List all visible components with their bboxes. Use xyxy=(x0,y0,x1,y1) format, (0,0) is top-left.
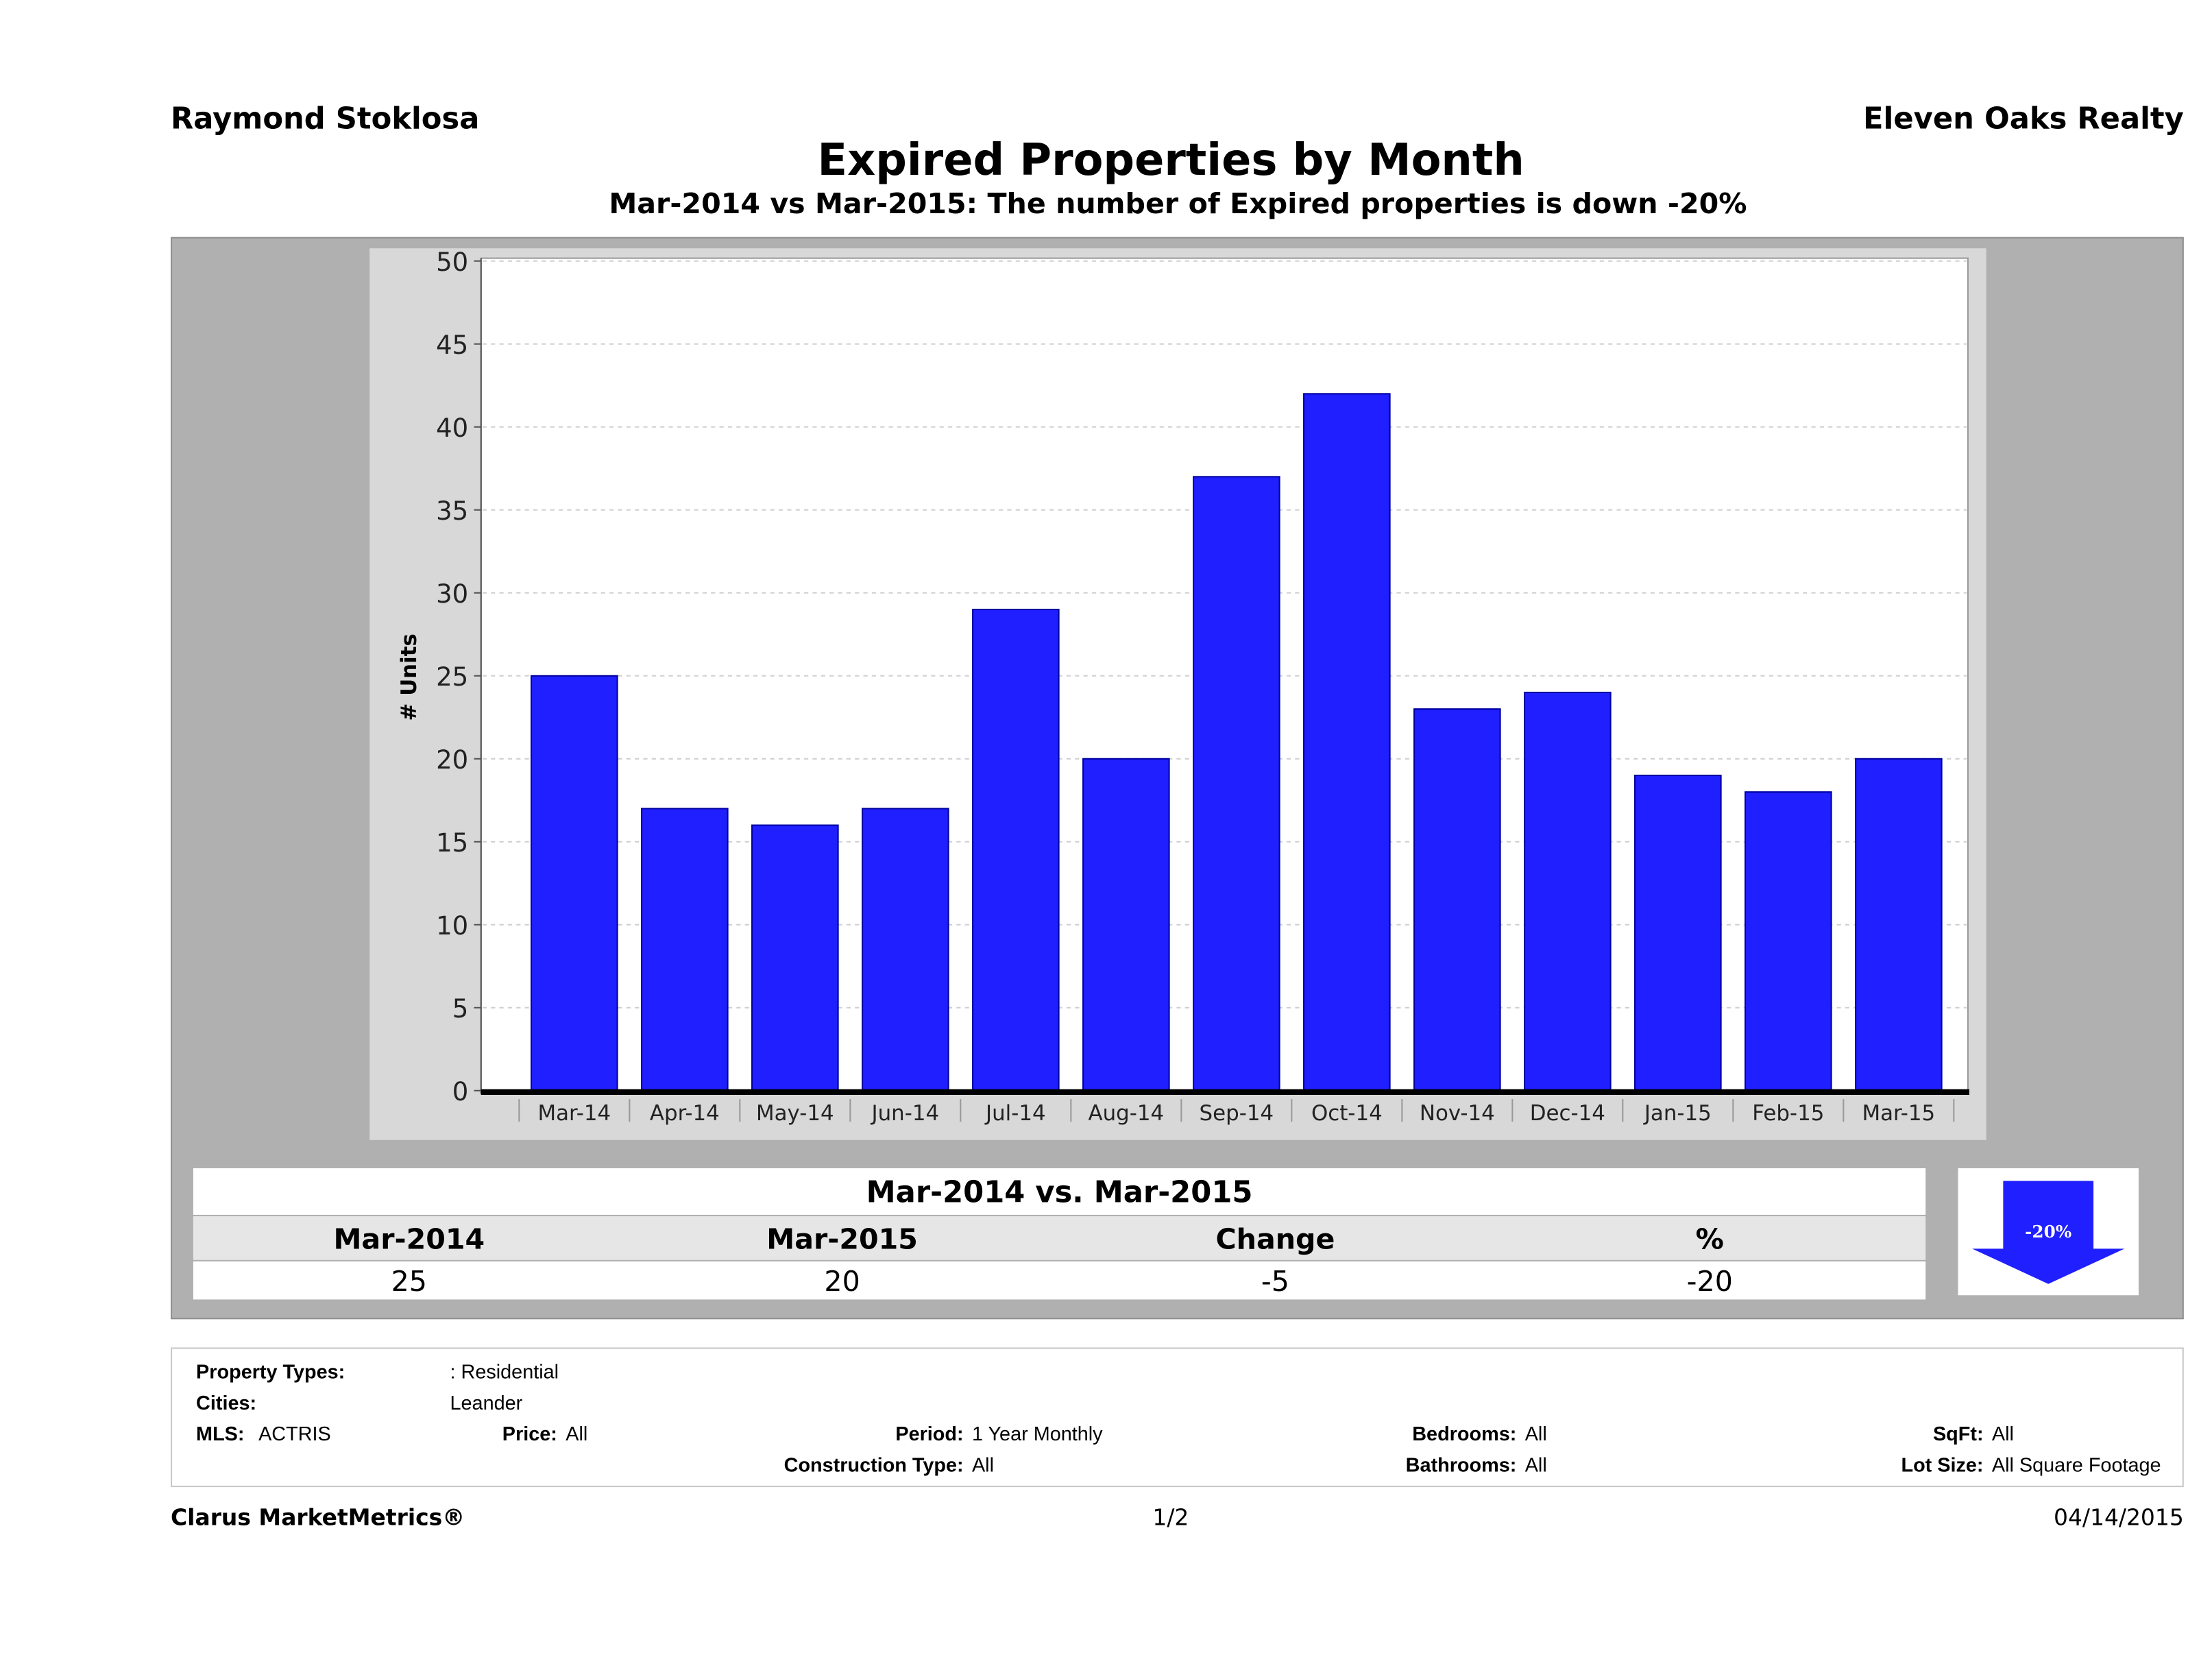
y-tick-label: 25 xyxy=(436,662,468,692)
x-tick-label: Jul-14 xyxy=(984,1101,1046,1126)
filter-construction-type: Construction Type: All xyxy=(724,1453,994,1476)
bar xyxy=(1303,393,1391,1091)
bar xyxy=(972,608,1060,1091)
filter-property-types: Property Types: : Residential xyxy=(196,1360,559,1383)
brand-name: Clarus MarketMetrics® xyxy=(171,1503,465,1531)
summary-header-row: Mar-2014 Mar-2015 Change % xyxy=(193,1216,1926,1260)
filter-label: Period: xyxy=(895,1422,964,1445)
bar xyxy=(641,808,729,1091)
filter-value: All xyxy=(566,1422,588,1445)
filter-value: Leander xyxy=(450,1391,523,1414)
y-tick-label: 45 xyxy=(436,330,468,360)
bar xyxy=(1855,758,1943,1091)
y-tick-label: 20 xyxy=(436,745,468,775)
filter-label: MLS: xyxy=(196,1422,245,1445)
filter-cities: Cities: Leander xyxy=(196,1391,522,1414)
bar xyxy=(1193,476,1280,1091)
y-tick-label: 5 xyxy=(452,994,469,1024)
x-tick-label: Nov-14 xyxy=(1420,1101,1495,1126)
x-tick-label: Jun-14 xyxy=(871,1101,940,1126)
x-tick-label: Apr-14 xyxy=(650,1101,720,1126)
y-axis-label: # Units xyxy=(397,633,422,721)
filter-value: All xyxy=(1524,1453,1547,1476)
filter-label: Cities: xyxy=(196,1391,257,1414)
down-arrow-icon xyxy=(1972,1181,2125,1284)
bar xyxy=(1745,791,1832,1091)
x-tick-label: Oct-14 xyxy=(1311,1101,1383,1126)
filter-value: 1 Year Monthly xyxy=(971,1422,1103,1445)
report-date: 04/14/2015 xyxy=(2053,1503,2184,1531)
summary-header: Mar-2015 xyxy=(766,1222,918,1256)
filter-value: All xyxy=(1991,1422,2014,1445)
bar xyxy=(1082,758,1170,1091)
filter-label: Lot Size: xyxy=(1901,1453,1984,1476)
y-tick-label: 30 xyxy=(436,579,468,609)
bar xyxy=(1524,691,1612,1091)
y-tick-label: 10 xyxy=(436,911,468,941)
x-tick-label: Mar-14 xyxy=(538,1101,611,1126)
summary-header: Mar-2014 xyxy=(333,1222,485,1256)
y-tick-label: 35 xyxy=(436,496,468,526)
filter-label: Property Types: xyxy=(196,1360,345,1383)
filter-price: Price: All xyxy=(317,1422,587,1445)
filter-criteria: Property Types: : Residential Cities: Le… xyxy=(171,1347,2184,1488)
chart-title: Expired Properties by Month xyxy=(817,135,1524,186)
x-tick-label: Mar-15 xyxy=(1862,1101,1936,1126)
bar xyxy=(1413,708,1501,1091)
chart-subtitle: Mar-2014 vs Mar-2015: The number of Expi… xyxy=(609,186,1747,221)
filter-label: Price: xyxy=(502,1422,557,1445)
bar xyxy=(751,824,839,1091)
summary-value: 20 xyxy=(824,1264,860,1298)
summary-title-row: Mar-2014 vs. Mar-2015 xyxy=(193,1168,1926,1215)
filter-sqft: SqFt: All xyxy=(1744,1422,2014,1445)
x-tick-label: Jan-15 xyxy=(1643,1101,1712,1126)
filter-label: Bathrooms: xyxy=(1405,1453,1517,1476)
company-name: Eleven Oaks Realty xyxy=(1863,101,2184,136)
x-tick-label: Sep-14 xyxy=(1200,1101,1274,1126)
filter-value: All xyxy=(971,1453,994,1476)
filter-label: SqFt: xyxy=(1932,1422,1984,1445)
summary-header: % xyxy=(1695,1222,1724,1256)
filter-value: All Square Footage xyxy=(1991,1453,2161,1476)
page-number: 1/2 xyxy=(1152,1503,1189,1531)
filter-label: Construction Type: xyxy=(783,1453,964,1476)
bar xyxy=(1634,774,1722,1091)
filter-value: ACTRIS xyxy=(258,1422,331,1445)
y-tick-label: 0 xyxy=(452,1077,469,1107)
filter-value: All xyxy=(1524,1422,1547,1445)
summary-value: 25 xyxy=(391,1264,427,1298)
change-percent-label: -20% xyxy=(2025,1222,2072,1242)
y-tick-label: 50 xyxy=(436,247,468,277)
filter-mls: MLS: ACTRIS xyxy=(196,1422,331,1445)
bar-chart: 0 5 10 15 20 25 30 35 40 45 50 Mar-14 Apr-14 May-14 Ju… xyxy=(397,247,1969,1126)
filter-bathrooms: Bathrooms: All xyxy=(1276,1453,1547,1476)
bar xyxy=(531,675,618,1091)
y-tick-label: 15 xyxy=(436,828,468,858)
agent-name: Raymond Stoklosa xyxy=(171,101,480,136)
summary-value: -5 xyxy=(1261,1264,1289,1298)
summary-title: Mar-2014 vs. Mar-2015 xyxy=(866,1175,1253,1209)
change-indicator: -20% xyxy=(1958,1168,2139,1296)
bar xyxy=(862,808,949,1091)
filter-value: : Residential xyxy=(450,1360,559,1383)
summary-header: Change xyxy=(1215,1222,1335,1256)
summary-value-row: 25 20 -5 -20 xyxy=(193,1261,1926,1300)
filter-bedrooms: Bedrooms: All xyxy=(1276,1422,1546,1445)
y-tick-label: 40 xyxy=(436,413,468,443)
x-tick-label: May-14 xyxy=(756,1101,834,1126)
filter-lot-size: Lot Size: All Square Footage xyxy=(1744,1453,2161,1476)
filter-period: Period: 1 Year Monthly xyxy=(724,1422,1103,1445)
filter-label: Bedrooms: xyxy=(1412,1422,1517,1445)
x-tick-label: Feb-15 xyxy=(1752,1101,1824,1126)
x-tick-label: Dec-14 xyxy=(1530,1101,1605,1126)
summary-value: -20 xyxy=(1686,1264,1733,1298)
x-tick-label: Aug-14 xyxy=(1089,1101,1165,1126)
